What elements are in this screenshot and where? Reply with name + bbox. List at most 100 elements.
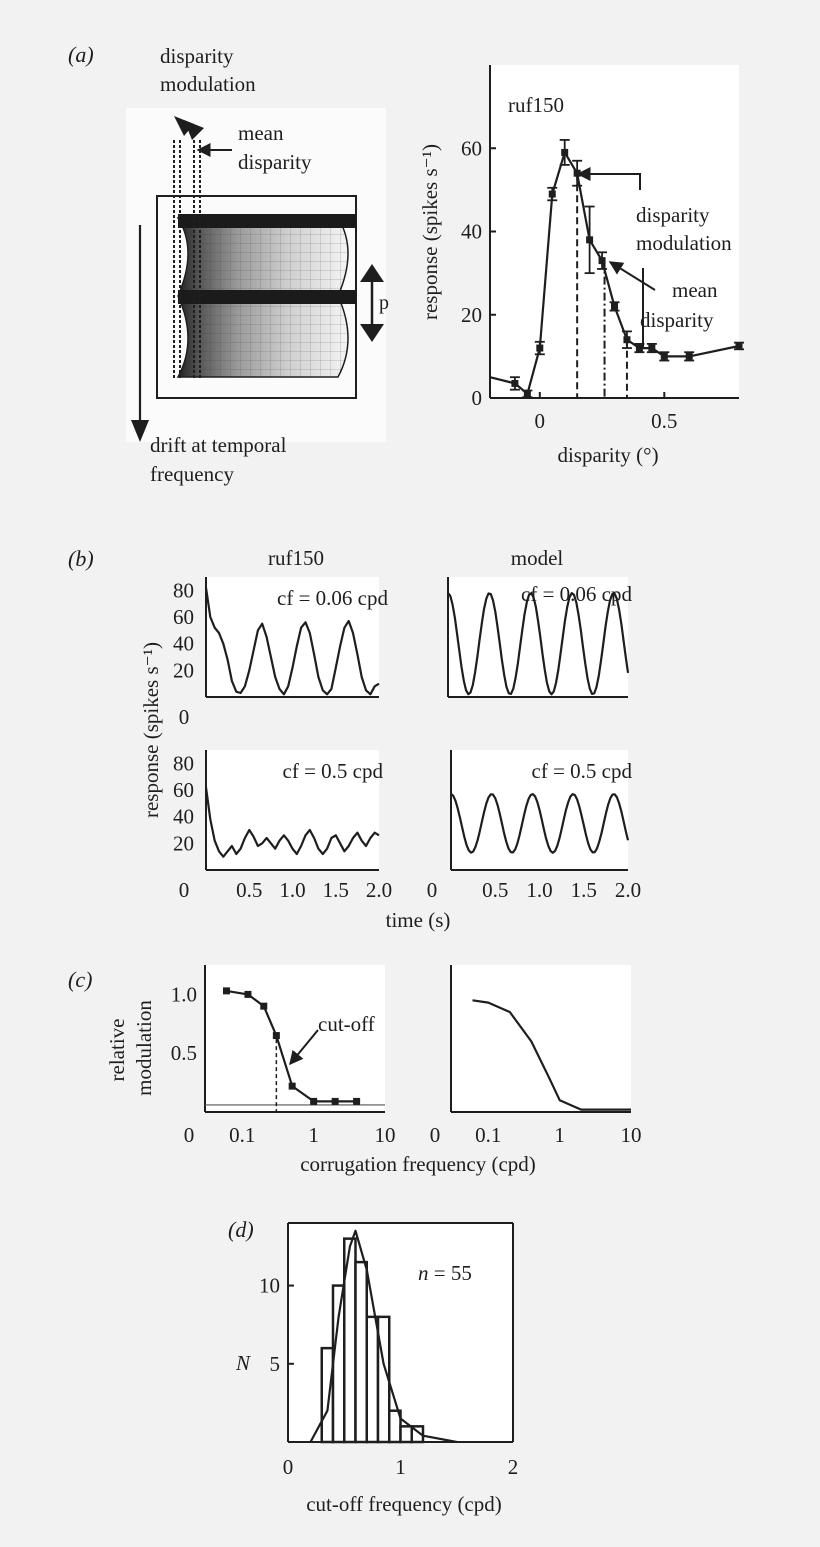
trace-y-tick-label: 80 (173, 578, 194, 602)
period-up-arrow-icon (360, 264, 384, 282)
panel-c-x-label: corrugation frequency (cpd) (300, 1152, 536, 1176)
trace-x-tick-label: 2.0 (615, 878, 641, 902)
modulation-x-zero-label: 0 (184, 1123, 195, 1147)
trace-y-tick-label: 20 (173, 831, 194, 855)
trace-y-tick-label: 40 (173, 632, 194, 656)
trace-x-tick-label: 2.0 (366, 878, 392, 902)
trace-y-tick-label: 80 (173, 751, 194, 775)
trace-x-tick-label: 1.5 (323, 878, 349, 902)
model-high-cf-annotation: cf = 0.5 cpd (532, 759, 633, 783)
tuning-data-point (623, 336, 631, 344)
modulation-y-tick-label: 1.0 (171, 982, 197, 1006)
histogram-x-tick-label: 0 (283, 1455, 294, 1479)
tuning-data-point (536, 344, 544, 352)
tuning-y-tick-label: 20 (461, 303, 482, 327)
modulation-data-point (244, 990, 252, 998)
corrugated-surface (176, 214, 356, 378)
model-modulation-line (472, 999, 631, 1111)
cutoff-annotation: cut-off (318, 1012, 375, 1036)
sample-size-annotation: n = 55 (418, 1261, 472, 1285)
mean-disparity-label-1: mean (238, 121, 284, 145)
tuning-data-point (548, 190, 556, 198)
tuning-data-point (685, 352, 693, 360)
ruf150-high-cf-trace (204, 787, 380, 858)
histogram-y-tick-label: 5 (270, 1352, 281, 1376)
panel-b-x-label: time (s) (386, 908, 451, 932)
histogram-bar (399, 1425, 413, 1444)
modulation-annotation-arrow-icon (576, 167, 641, 190)
panel-label-b: (b) (68, 546, 94, 571)
ruf150-column-title: ruf150 (268, 546, 324, 570)
ruf150-high-cf-annotation: cf = 0.5 cpd (283, 759, 384, 783)
tuning-vlines (576, 173, 628, 398)
modulation-data-point (353, 1097, 361, 1105)
modulation-x-tick-label: 0.1 (229, 1123, 255, 1147)
tuning-x-tick-label: 0 (535, 409, 546, 433)
panel-label-a: (a) (68, 42, 94, 67)
tuning-series-line (489, 151, 740, 395)
tuning-mean-label-1: mean (672, 278, 718, 302)
trace-y-tick-label: 40 (173, 805, 194, 829)
cutoff-arrow-icon (289, 1029, 319, 1066)
histogram-bar (320, 1346, 335, 1444)
ruf150-modulation-chart: 0 0.1 1 10 0.5 1.0 cut-off (171, 965, 396, 1147)
tuning-data-point (586, 236, 594, 244)
panel-c-y-label-1: relative (105, 1019, 129, 1082)
histogram-bar (410, 1425, 425, 1444)
histogram-y-tick-label: 10 (259, 1274, 280, 1298)
modulation-arrow-icon-2 (184, 120, 204, 140)
modulation-x-tick-label: 1 (308, 1123, 319, 1147)
tuning-data-point (611, 302, 618, 310)
ruf150-low-cf-annotation: cf = 0.06 cpd (277, 586, 388, 610)
tuning-y-tick-label: 0 (472, 386, 483, 410)
tuning-x-label: disparity (°) (557, 443, 658, 467)
histogram-x-tick-label: 2 (508, 1455, 519, 1479)
disparity-modulation-label-1: disparity (160, 44, 234, 68)
trace-x-tick-label: 1.5 (571, 878, 597, 902)
cutoff-histogram-chart: 0 1 2 5 10 n = 55 N cut-off frequency (cpd) (235, 1222, 519, 1516)
histogram-bar (354, 1260, 368, 1444)
histogram-bar (365, 1315, 380, 1444)
modulation-arrow-icon (174, 116, 194, 136)
trace-y-tick-label: 20 (173, 658, 194, 682)
sample-size-value: = 55 (429, 1261, 472, 1285)
modulation-x-zero-label: 0 (430, 1123, 441, 1147)
tuning-data-point (561, 148, 569, 156)
modulation-data-point (260, 1002, 268, 1010)
tuning-plot-area (490, 65, 739, 398)
mean-disparity-label-2: disparity (238, 150, 312, 174)
tuning-data-point (735, 342, 743, 350)
modulation-data-point (272, 1032, 280, 1040)
disparity-modulation-label-2: modulation (160, 72, 256, 96)
panel-b-y-label: response (spikes s⁻¹) (139, 642, 163, 818)
tuning-data-point (511, 379, 519, 387)
tuning-data-point (660, 352, 668, 360)
trace-y-tick-label: 60 (173, 605, 194, 629)
tuning-y-tick-label: 60 (461, 136, 482, 160)
panel-c-y-label-2: modulation (132, 1000, 156, 1096)
modulation-x-tick-label: 0.1 (475, 1123, 501, 1147)
tuning-x-tick-label: 0.5 (651, 409, 677, 433)
model-low-cf-annotation: cf = 0.06 cpd (521, 582, 632, 606)
modulation-y-tick-label: 0.5 (171, 1041, 197, 1065)
drift-down-arrow-icon (131, 420, 149, 442)
model-high-cf-chart: 0.5 1.0 1.5 2.0 0 cf = 0.5 cpd (427, 750, 641, 902)
tuning-modulation-label-1: disparity (636, 203, 710, 227)
histogram-x-label: cut-off frequency (cpd) (306, 1492, 502, 1516)
panel-label-c: (c) (68, 967, 92, 992)
tuning-mean-label-2: disparity (640, 308, 714, 332)
model-modulation-chart: 0 0.1 1 10 (430, 965, 642, 1147)
trace-x-tick-label: 1.0 (526, 878, 552, 902)
trace-y-zero-label: 0 (179, 878, 190, 902)
trace-x-zero-label: 0 (427, 878, 438, 902)
period-down-arrow-icon (360, 324, 384, 342)
period-label: p (379, 292, 389, 314)
modulation-data-point (331, 1097, 339, 1105)
panel-label-d: (d) (228, 1217, 254, 1242)
histogram-x-tick-label: 1 (395, 1455, 406, 1479)
trace-x-tick-label: 1.0 (279, 878, 305, 902)
tuning-data-point (523, 390, 531, 398)
tuning-points (509, 139, 744, 399)
